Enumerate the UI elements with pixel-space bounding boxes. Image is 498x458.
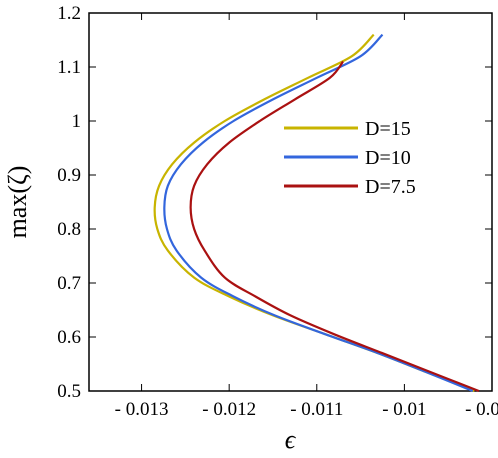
series-line-3: [189, 60, 480, 393]
series-line-2: [163, 33, 474, 393]
y-tick-label: 1.2: [57, 3, 81, 24]
x-tick-label: - 0.012: [202, 399, 256, 420]
y-tick-label: 0.7: [57, 273, 81, 294]
axis-ticks: - 0.013 - 0.012 - 0.011 - 0.01 - 0.009 0.5 0.6…: [57, 3, 498, 420]
legend-label-2: D=10: [365, 147, 411, 169]
x-tick-label: - 0.009: [465, 399, 498, 420]
x-axis-label: ϵ: [285, 425, 297, 454]
plot-frame: [88, 12, 493, 392]
y-tick-label: 0.8: [57, 219, 81, 240]
y-tick-label: 1: [72, 111, 82, 132]
y-tick-label: 1.1: [57, 57, 81, 78]
y-tick-label: 0.6: [57, 327, 81, 348]
x-tick-label: - 0.01: [382, 399, 426, 420]
x-tick-label: - 0.011: [290, 399, 343, 420]
y-tick-label: 0.5: [57, 381, 81, 402]
x-tick-label: - 0.013: [115, 399, 169, 420]
y-tick-label: 0.9: [57, 165, 81, 186]
y-axis-label: max(ζ): [3, 166, 32, 239]
series-lines: [153, 33, 480, 393]
legend: D=15 D=10 D=7.5: [284, 118, 416, 198]
legend-label-3: D=7.5: [365, 176, 416, 198]
legend-label-1: D=15: [365, 118, 411, 140]
